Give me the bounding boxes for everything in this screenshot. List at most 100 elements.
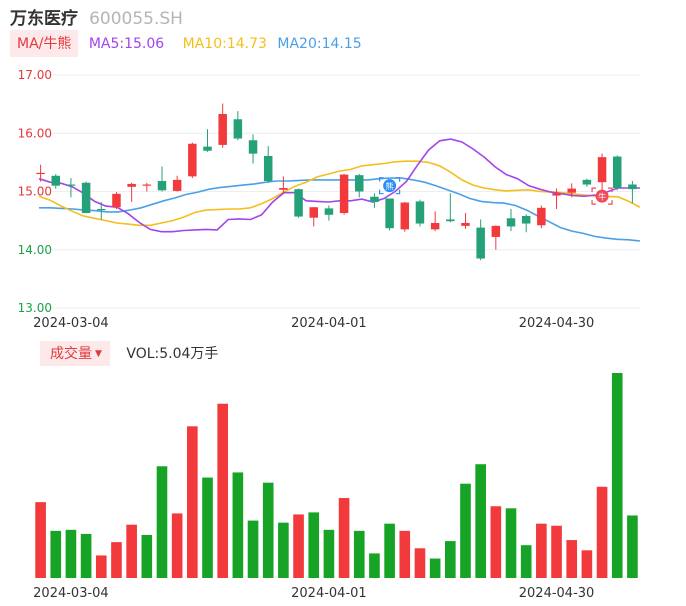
candle-body [203,146,212,151]
candle [279,176,288,194]
candle [157,166,167,192]
candle-body [51,175,61,186]
candle-body [97,208,106,211]
candle-body [537,207,546,226]
candle-body [172,179,182,191]
marker-frame [379,177,401,195]
candle [461,213,470,229]
volume-bar [551,525,562,578]
candle-body [157,181,167,191]
date-axis-bottom: 2024-03-04 2024-04-01 2024-04-30 [33,586,594,601]
volume-bar [293,514,304,578]
volume-bar [217,403,228,578]
stock-code: 600055.SH [89,9,183,29]
candle [97,201,106,220]
volume-bar [399,530,411,578]
candle [628,181,637,204]
signal-markers: 熊牛 [379,177,613,205]
marker-label: 熊 [386,181,394,191]
candle-body [461,222,470,226]
volume-bar [232,472,244,578]
candle [370,193,379,208]
volume-bar [475,464,486,578]
volume-bar [202,477,213,578]
candle [309,207,318,227]
volume-bar [308,512,320,578]
candle [506,208,516,232]
candle-body [430,222,440,230]
candle-body [66,184,76,186]
volume-bar [171,513,183,578]
candle [51,174,61,189]
x-tick-label: 2024-04-01 [291,316,367,331]
candle-body [552,193,561,196]
candle [127,182,136,202]
candle-body [446,219,455,222]
y-tick-label: 16.00 [18,126,52,140]
volume-bar [156,466,168,578]
x-tick-label: 2024-03-04 [33,586,109,601]
ma-indicator-tag[interactable]: MA/牛熊 [10,30,79,57]
volume-bar [187,426,198,578]
candle-body [521,215,531,224]
marker-badge [595,189,609,203]
y-tick-label: 13.00 [18,301,52,315]
bear-marker-icon: 熊 [379,177,401,195]
candle-body [628,184,637,190]
x-tick-label: 2024-04-30 [519,586,595,601]
volume-bar [50,530,62,578]
stock-name: 万东医疗 [10,9,78,29]
candle-body [142,184,152,186]
x-tick-label: 2024-04-30 [519,316,595,331]
candle [203,129,212,152]
candle [491,225,501,250]
candle [218,103,227,148]
volume-bar [414,548,426,578]
marker-badge [383,179,397,193]
ma20-label: MA20:14.15 [277,36,362,52]
ma5-line [38,138,640,233]
candle-body [400,202,410,230]
volume-bar [338,498,350,578]
moving-average-lines [38,138,641,242]
candle [172,175,182,192]
candle [521,214,531,233]
candle [36,164,45,182]
candle [430,211,440,232]
candle [263,146,273,183]
volume-bar [323,529,335,578]
volume-bar [566,540,578,578]
candle-body [415,201,425,224]
candle [294,188,303,218]
volume-bar [536,523,547,578]
price-axis: 17.00 16.00 15.00 14.00 13.00 [18,68,52,315]
candle-body [279,188,288,190]
candle-body [233,119,243,139]
volume-bar [247,520,259,578]
candle [339,174,349,215]
candle [446,193,455,223]
candle [385,198,394,231]
candle [188,142,197,179]
volume-bar [111,542,122,578]
candle-body [36,172,45,175]
candle [142,182,152,192]
candle-body [309,207,318,218]
bull-marker-icon: 牛 [591,187,613,205]
candle-body [506,218,516,227]
ma5-label: MA5:15.06 [88,36,165,52]
ma20-line [39,177,641,242]
candle [248,134,258,164]
volume-tag-label: 成交量 [50,346,92,362]
volume-bar [445,541,456,578]
candle [324,205,334,221]
ma10-label: MA10:14.73 [182,36,267,52]
candle-body [324,208,334,215]
candle-body [81,182,91,214]
stock-header: 万东医疗 600055.SH [10,4,183,29]
candle [233,111,243,141]
volume-bar [262,482,274,578]
volume-indicator-tag[interactable]: 成交量 ▼ [40,341,110,366]
candle-body [370,196,379,202]
